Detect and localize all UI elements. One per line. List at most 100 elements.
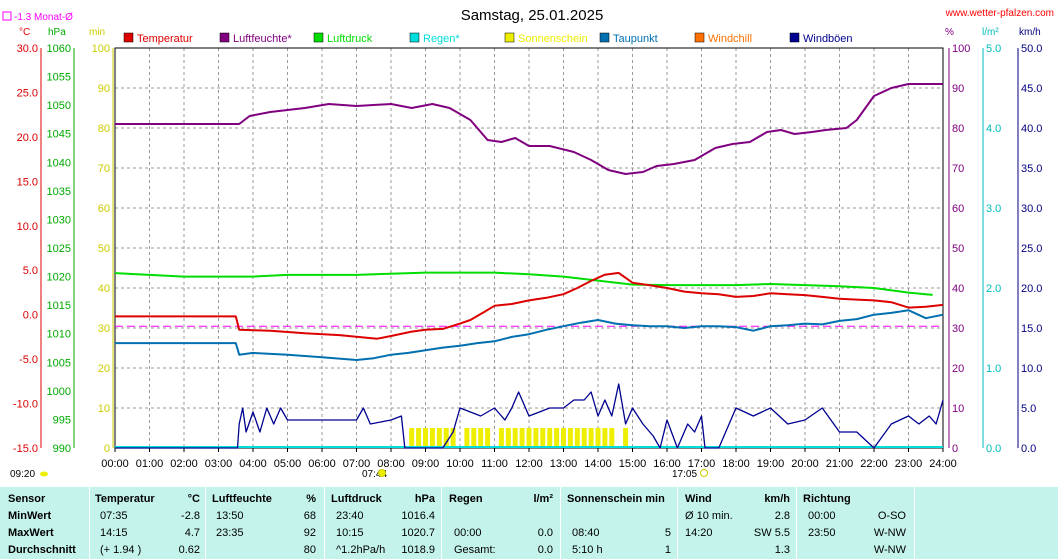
monthly-avg-label: -1.3 Monat-Ø — [14, 12, 73, 23]
stats-dir-val: W-NW — [873, 544, 906, 556]
press-axis-tick-11: 1005 — [47, 357, 71, 369]
press-axis-tick-6: 1030 — [47, 214, 71, 226]
wind-axis-tick-0: 50.0 — [1021, 43, 1042, 55]
sunshine-bar-14 — [519, 428, 525, 448]
sun-axis-tick-6: 40 — [98, 283, 110, 295]
legend-label-6: Windchill — [708, 33, 752, 45]
header-temp-unit: °C — [187, 493, 200, 505]
header-sensor: Sensor — [8, 493, 46, 505]
header-press: Luftdruck — [331, 493, 382, 505]
x-tick-24: 24:00 — [929, 458, 957, 470]
x-tick-3: 03:00 — [205, 458, 233, 470]
series-line-1 — [114, 271, 933, 296]
sun-axis-tick-2: 80 — [98, 123, 110, 135]
legend-label-3: Regen* — [423, 33, 460, 45]
stats-temp-time: 07:35 — [100, 510, 128, 522]
wind-axis-tick-5: 25.0 — [1021, 243, 1042, 255]
stats-sun-val: 5 — [664, 527, 671, 539]
stats-wind-time: 14:20 — [685, 527, 713, 539]
grid — [114, 47, 944, 449]
header-hum: Luftfeuchte — [212, 493, 272, 505]
rain-axis-tick-2: 3.0 — [986, 203, 1001, 215]
sunset-icon — [700, 469, 708, 477]
sunshine-bar-15 — [526, 428, 532, 448]
sunshine-bar-1 — [416, 428, 422, 448]
stats-dir-time: 00:00 — [808, 510, 836, 522]
sun-axis-tick-1: 90 — [98, 83, 110, 95]
hum-unit: % — [945, 27, 954, 38]
rain-axis-tick-0: 5.0 — [986, 43, 1001, 55]
temp-axis-tick-8: -10.0 — [13, 399, 38, 411]
stats-press-val: 1016.4 — [401, 510, 435, 522]
sun-axis-tick-7: 30 — [98, 323, 110, 335]
y-axes: 30.0 25.0 20.0 15.0 10.0 5.0 0.0 -5.0 -10.0 -15.0… — [13, 43, 1043, 455]
x-tick-10: 10:00 — [446, 458, 474, 470]
wind-axis-tick-8: 10.0 — [1021, 363, 1042, 375]
stats-temp-time: 14:15 — [100, 527, 128, 539]
sun-axis-tick-4: 60 — [98, 203, 110, 215]
sunshine-bar-26 — [602, 428, 608, 448]
stats-press-time: 10:15 — [336, 527, 364, 539]
x-tick-20: 20:00 — [791, 458, 819, 470]
legend-swatch-6 — [694, 32, 705, 43]
legend-swatch-0 — [123, 32, 134, 43]
stats-wind-val: 1.3 — [774, 544, 790, 556]
legend-swatch-3 — [409, 32, 420, 43]
hum-axis-tick-10: 0 — [952, 443, 958, 455]
site-link[interactable]: www.wetter-pfalzen.com — [945, 8, 1054, 19]
header-wind-unit: km/h — [764, 493, 790, 505]
sunshine-bar-4 — [436, 428, 442, 448]
x-tick-12: 12:00 — [515, 458, 543, 470]
press-axis-tick-8: 1020 — [47, 272, 71, 284]
x-tick-15: 15:00 — [619, 458, 647, 470]
rain-axis-tick-3: 2.0 — [986, 283, 1001, 295]
sunshine-bar-25 — [595, 428, 601, 448]
legend-label-7: Windböen — [803, 33, 853, 45]
sunshine-bar-0 — [409, 428, 415, 448]
x-tick-1: 01:00 — [136, 458, 164, 470]
sun-axis-tick-9: 10 — [98, 403, 110, 415]
stats-press-val: 1018.9 — [401, 544, 435, 556]
stats-sun-val: 1 — [664, 544, 671, 556]
sunshine-bar-16 — [533, 428, 539, 448]
sunshine-bar-28 — [623, 428, 629, 448]
legend-swatch-7 — [789, 32, 800, 43]
hum-axis-tick-0: 100 — [952, 43, 970, 55]
temp-unit: °C — [19, 27, 30, 38]
press-axis-tick-13: 995 — [53, 414, 71, 426]
x-tick-5: 05:00 — [274, 458, 302, 470]
sunshine-bar-27 — [609, 428, 615, 448]
x-tick-4: 04:00 — [239, 458, 267, 470]
x-tick-23: 23:00 — [895, 458, 923, 470]
stats-label: MinWert — [8, 510, 52, 522]
header-wind: Wind — [685, 493, 712, 505]
x-tick-16: 16:00 — [653, 458, 681, 470]
wind-axis-tick-2: 40.0 — [1021, 123, 1042, 135]
stats-hum-time: 13:50 — [216, 510, 244, 522]
sunrise-label: 07:44 — [362, 469, 387, 480]
stats-press-time: 23:40 — [336, 510, 364, 522]
legend-label-1: Luftfeuchte* — [233, 33, 292, 45]
legend-swatch-5 — [599, 32, 610, 43]
hum-axis-tick-1: 90 — [952, 83, 964, 95]
wind-axis-tick-4: 30.0 — [1021, 203, 1042, 215]
x-tick-9: 09:00 — [412, 458, 440, 470]
sunshine-bar-9 — [478, 428, 484, 448]
press-axis-tick-4: 1040 — [47, 157, 71, 169]
hum-axis-tick-2: 80 — [952, 123, 964, 135]
sun-axis-tick-10: 0 — [104, 443, 110, 455]
sunshine-bar-21 — [567, 428, 573, 448]
stats-sun-time: 08:40 — [572, 527, 600, 539]
series-line-2 — [115, 271, 944, 340]
sunshine-bar-17 — [540, 428, 546, 448]
stats-hum-val: 92 — [303, 527, 316, 539]
x-tick-14: 14:00 — [584, 458, 612, 470]
stats-wind-val: 2.8 — [774, 510, 790, 522]
legend-label-5: Taupunkt — [613, 33, 658, 45]
monthly-avg-legend-icon — [2, 11, 12, 21]
temp-axis-tick-7: -5.0 — [19, 354, 38, 366]
press-axis-tick-14: 990 — [53, 443, 71, 455]
wind-axis-tick-1: 45.0 — [1021, 83, 1042, 95]
x-tick-22: 22:00 — [860, 458, 888, 470]
header-rain: Regen — [449, 493, 483, 505]
